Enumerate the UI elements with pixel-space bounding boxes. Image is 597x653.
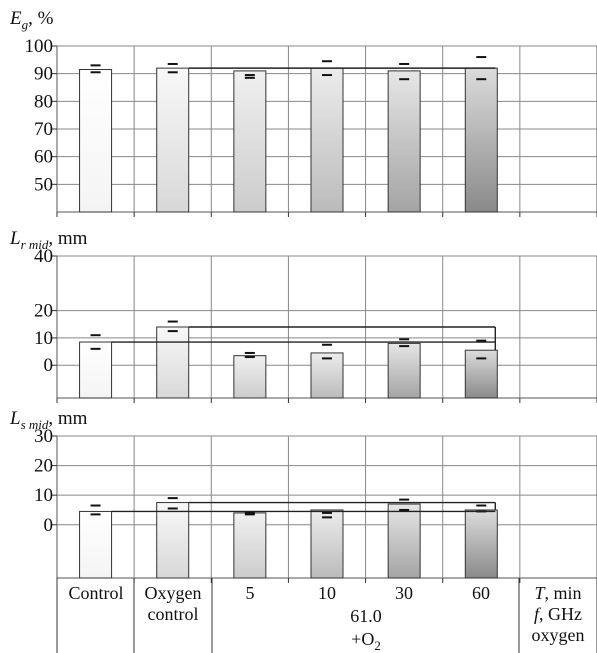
panel-2-ylabel: Lr mid, mm bbox=[9, 228, 88, 252]
panel-2-bar-2 bbox=[156, 326, 190, 399]
panel-1-bar-2 bbox=[156, 67, 190, 213]
panel-2-ytick-label: 20 bbox=[34, 301, 53, 322]
group-label-freq: 61.0 bbox=[350, 606, 382, 626]
panel-1-bar-4 bbox=[310, 67, 344, 213]
panel-1-ytick-label: 100 bbox=[25, 36, 54, 57]
panel-2-bar-5 bbox=[387, 342, 421, 399]
panel-2-ytick-label: 10 bbox=[34, 328, 53, 349]
cat-30: 30 bbox=[395, 583, 413, 603]
panel-3-bar-3 bbox=[233, 512, 267, 579]
panel-2-bar-3 bbox=[233, 355, 267, 399]
cat-5: 5 bbox=[246, 583, 255, 603]
panel-3-bar-4 bbox=[310, 509, 344, 579]
cat-10: 10 bbox=[318, 583, 336, 603]
panel-2-ytick-label: 40 bbox=[34, 246, 53, 267]
panel-3-ylabel: Ls mid, mm bbox=[9, 408, 88, 432]
panel-1-bar-3 bbox=[233, 70, 267, 213]
panel-1-ytick-label: 90 bbox=[34, 64, 53, 85]
panel-3-bar-1 bbox=[79, 510, 113, 579]
panel-1-ytick-label: 70 bbox=[34, 119, 53, 140]
panel-1-ytick-label: 50 bbox=[34, 174, 53, 195]
f-ghz-label: f, GHz bbox=[534, 604, 582, 624]
panel-3-bar-2 bbox=[156, 502, 190, 579]
category-table: Control Oxygen control 5 10 30 60 T, min… bbox=[56, 578, 597, 653]
panel-3-ytick-label: 0 bbox=[44, 515, 54, 536]
cat-control: Control bbox=[68, 583, 123, 603]
cat-oxygen: Oxygen bbox=[145, 583, 202, 603]
panel-3-bar-6 bbox=[464, 509, 498, 579]
panel-2-ytick-label: 0 bbox=[44, 355, 54, 376]
cat-control-2: control bbox=[148, 604, 199, 624]
panel-3-ytick-label: 10 bbox=[34, 485, 53, 506]
oxygen-label: oxygen bbox=[532, 625, 585, 645]
t-min-label: T, min bbox=[534, 583, 581, 603]
panel-1-ylabel: Eg, % bbox=[9, 8, 54, 32]
cat-60: 60 bbox=[472, 583, 490, 603]
panel-1-bar-1 bbox=[79, 69, 113, 213]
panel-3-bar-5 bbox=[387, 503, 421, 579]
panel-2-bar-1 bbox=[79, 341, 113, 399]
panel-1-bar-5 bbox=[387, 70, 421, 213]
panel-1-ytick-label: 80 bbox=[34, 91, 53, 112]
panel-2-bar-4 bbox=[310, 352, 344, 399]
panel-3-ytick-label: 30 bbox=[34, 426, 53, 447]
panel-1-ytick-label: 60 bbox=[34, 147, 53, 168]
panel-3-ytick-label: 20 bbox=[34, 456, 53, 477]
panel-2-bar-6 bbox=[464, 349, 498, 399]
group-label-o2: +O2 bbox=[351, 629, 381, 653]
panel-1-bar-6 bbox=[464, 67, 498, 213]
